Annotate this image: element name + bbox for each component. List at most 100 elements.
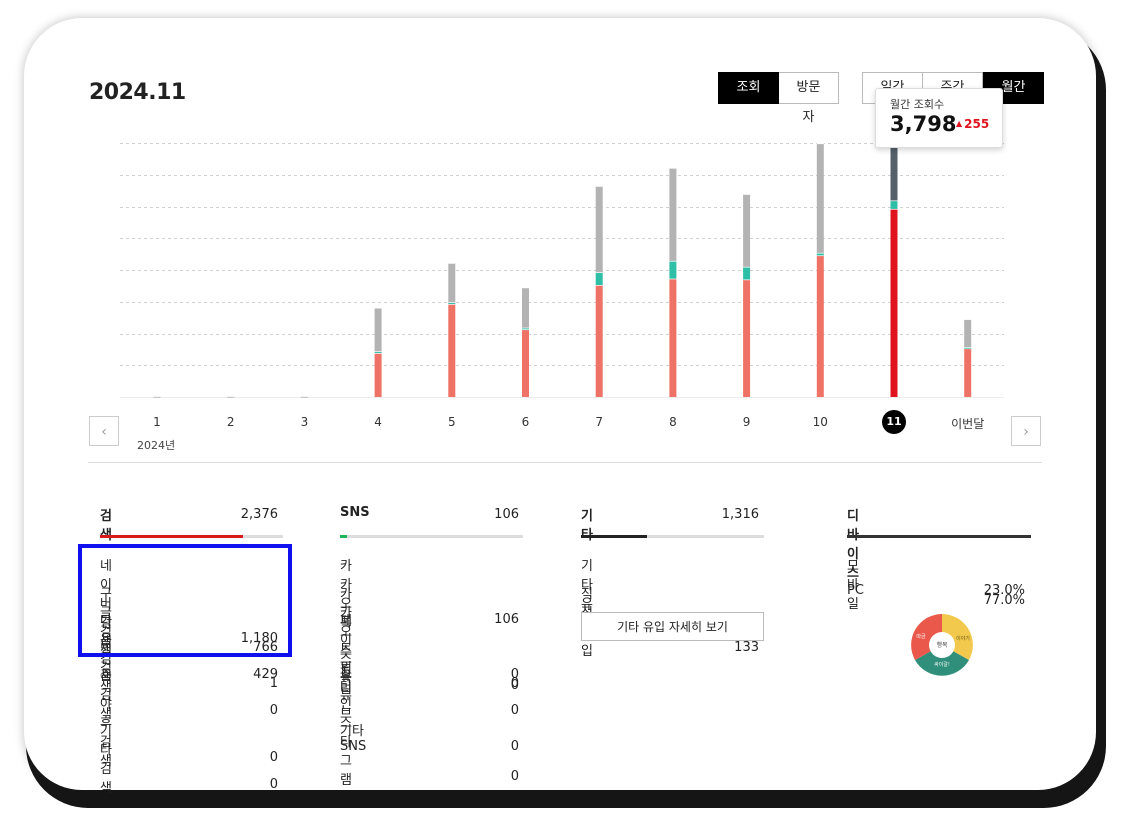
arrow-up-icon: ▲ xyxy=(956,119,963,128)
stat-label: 줌 검색 xyxy=(100,669,112,722)
badge-center xyxy=(929,632,955,658)
bar-other-10[interactable] xyxy=(816,143,824,253)
bar-search-이번달[interactable] xyxy=(964,348,972,397)
stat-label: 야후 검색 xyxy=(100,696,112,769)
tooltip-change: ▲ 255 xyxy=(956,117,989,131)
bar-other-9[interactable] xyxy=(743,194,751,267)
bar-separator xyxy=(669,260,677,262)
tab-views[interactable]: 조회수 xyxy=(718,72,779,125)
bar-separator xyxy=(595,185,603,187)
stat-row: 줌 검색 0 xyxy=(100,665,278,722)
bar-sns-9[interactable] xyxy=(743,266,751,280)
stat-label: 유튜브 xyxy=(340,669,352,722)
bar-other-3[interactable] xyxy=(300,396,308,398)
x-tick-label[interactable]: 6 xyxy=(521,415,530,429)
x-tick-label[interactable]: 3 xyxy=(300,415,309,429)
stat-value: 133 xyxy=(734,639,759,655)
stat-label: 트위터 xyxy=(340,641,352,695)
bar-separator xyxy=(595,271,603,274)
tab-visitors[interactable]: 방문자 xyxy=(779,72,839,125)
prev-button[interactable]: ‹ xyxy=(89,416,119,446)
x-tick-label[interactable]: 2 xyxy=(226,415,235,429)
stat-row: 기타 검색 0 xyxy=(100,720,278,796)
bar-separator xyxy=(816,252,824,254)
sns-title: SNS xyxy=(340,505,370,520)
x-tick-label[interactable]: 10 xyxy=(812,415,828,429)
bar-search-10[interactable] xyxy=(816,255,824,397)
bar-search-9[interactable] xyxy=(743,279,751,397)
stat-value: 77.0% xyxy=(983,593,1025,608)
search-total: 2,376 xyxy=(240,507,278,522)
bar-separator xyxy=(374,352,382,354)
x-tick-label[interactable]: 이번달 xyxy=(951,417,985,431)
stat-value: 1 xyxy=(269,675,278,691)
device-badge: 행복 이야기 싸이갈! 따금 xyxy=(911,614,973,676)
stat-value: 0 xyxy=(510,667,519,682)
bar-other-7[interactable] xyxy=(595,186,603,273)
bar-other-8[interactable] xyxy=(669,167,677,261)
stat-label: 다음 검색 xyxy=(100,614,112,686)
stat-label: 기타 SNS xyxy=(340,724,367,754)
chevron-right-icon: › xyxy=(1023,424,1029,440)
chart-gridlines xyxy=(120,143,1004,398)
section-divider xyxy=(88,462,1042,463)
bar-sns-8[interactable] xyxy=(669,260,677,279)
chart-bars xyxy=(153,88,972,398)
bar-other-4[interactable] xyxy=(374,307,382,352)
x-tick-label[interactable]: 8 xyxy=(669,415,677,429)
bar-search-4[interactable] xyxy=(374,353,382,397)
bar-separator xyxy=(522,328,529,331)
stat-label: 빙 검색 xyxy=(100,641,112,695)
next-button[interactable]: › xyxy=(1011,416,1041,446)
x-tick-label[interactable]: 7 xyxy=(595,415,603,429)
bar-sns-5[interactable] xyxy=(448,302,456,305)
stat-row: 빙 검색 1 xyxy=(100,638,278,695)
chart-tooltip: 월간 조회수 3,798 ▲ 255 xyxy=(875,88,1003,148)
bar-other-2[interactable] xyxy=(227,396,235,398)
stat-value: 429 xyxy=(253,667,278,682)
bar-separator xyxy=(227,395,235,397)
stat-label: 인스타그램 xyxy=(340,696,352,788)
stat-row: PC 23.0% xyxy=(847,583,1025,598)
badge-label-3: 따금 xyxy=(916,633,926,640)
stat-row: 트위터 0 xyxy=(340,638,519,695)
bar-sns-11[interactable] xyxy=(890,200,898,209)
stat-value: 766 xyxy=(253,639,278,655)
other-detail-button[interactable]: 기타 유입 자세히 보기 xyxy=(581,612,764,641)
sns-total: 106 xyxy=(494,507,519,522)
x-tick-label[interactable]: 5 xyxy=(447,415,456,429)
bar-other-5[interactable] xyxy=(448,263,456,303)
bar-separator xyxy=(448,303,456,305)
stat-label: 네이버 검색 xyxy=(100,559,112,650)
x-tick-label[interactable]: 11 xyxy=(882,410,906,434)
tooltip-change-value: 255 xyxy=(964,117,990,131)
bar-other-6[interactable] xyxy=(522,287,529,328)
bar-search-5[interactable] xyxy=(448,304,456,397)
x-tick-label[interactable]: 1 xyxy=(153,415,161,429)
stat-row: 기타 SNS 0 xyxy=(340,720,519,754)
stat-value: 1,180 xyxy=(240,631,278,646)
bar-sns-4[interactable] xyxy=(374,351,382,354)
stat-value: 0 xyxy=(510,768,519,784)
bar-search-7[interactable] xyxy=(595,284,603,397)
bar-search-8[interactable] xyxy=(669,278,677,397)
bar-separator xyxy=(816,142,824,145)
bar-other-이번달[interactable] xyxy=(964,319,972,348)
bar-sns-6[interactable] xyxy=(522,327,529,330)
device-underline xyxy=(847,535,1031,538)
bar-sns-10[interactable] xyxy=(816,252,824,256)
x-tick-label[interactable]: 9 xyxy=(742,415,751,429)
stat-label: 구글 검색 xyxy=(100,586,112,659)
x-tick-label[interactable]: 4 xyxy=(374,415,382,429)
bar-other-1[interactable] xyxy=(153,396,161,398)
bar-search-11[interactable] xyxy=(890,208,898,397)
bar-separator xyxy=(522,287,529,289)
bar-sns-이번달[interactable] xyxy=(964,347,972,349)
page-title: 2024.11 xyxy=(89,80,186,105)
stat-row: 인스타그램 0 xyxy=(340,693,519,788)
badge-seg-2 xyxy=(915,645,969,676)
bar-search-6[interactable] xyxy=(522,329,529,397)
stat-value: 0 xyxy=(269,703,278,718)
bar-sns-7[interactable] xyxy=(595,272,603,285)
stat-label: 모바일 xyxy=(847,559,859,612)
